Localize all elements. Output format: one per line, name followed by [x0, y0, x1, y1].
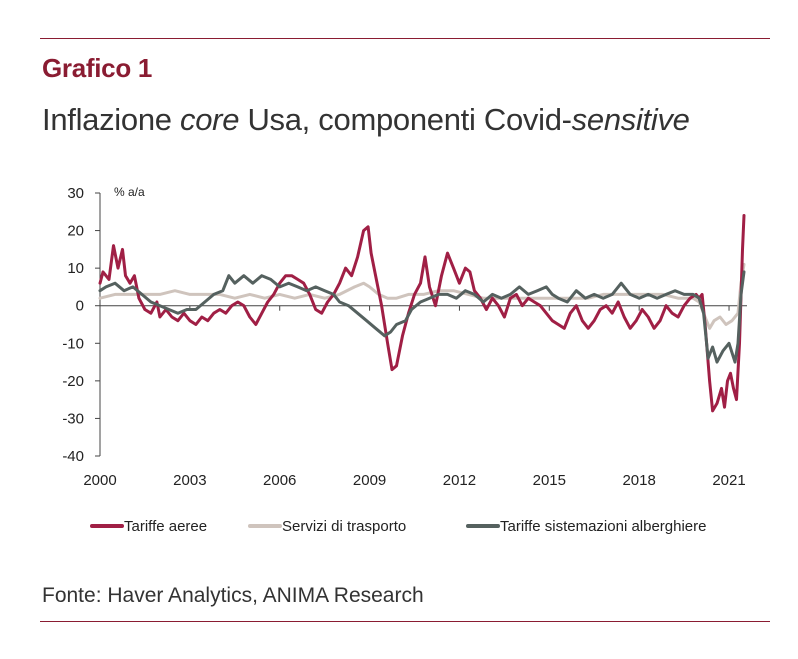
y-tick-label: -40 [62, 448, 84, 465]
title-part-1: Inflazione [42, 102, 181, 137]
y-tick-label: -20 [62, 373, 84, 390]
line-chart: 30 20 10 0 -10 -20 -30 -40 2000 2003 2006 2009 2012… [62, 185, 747, 535]
series-line-0 [98, 214, 746, 413]
y-axis: 30 20 10 0 -10 -20 -30 -40 [62, 185, 101, 465]
legend-label-0: Tariffe aeree [124, 518, 207, 535]
y-tick-label: 10 [67, 260, 84, 277]
x-tick-label: 2018 [622, 472, 655, 489]
unit-label: % a/a [114, 185, 145, 199]
bottom-rule [40, 621, 770, 622]
x-axis: 2000 2003 2006 2009 2012 2015 2018 2021 [83, 305, 747, 489]
source-note: Fonte: Haver Analytics, ANIMA Research [42, 584, 424, 607]
top-rule [40, 38, 770, 39]
title-part-2: core [180, 102, 240, 137]
x-tick-label: 2012 [443, 472, 476, 489]
y-tick-label: 20 [67, 223, 84, 240]
chart-title: Inflazione core Usa, componenti Covid-se… [42, 102, 690, 138]
x-tick-label: 2015 [533, 472, 566, 489]
title-part-4: sensitive [571, 102, 690, 137]
series-line-2 [98, 270, 746, 364]
y-tick-label: 0 [76, 298, 84, 315]
x-tick-label: 2006 [263, 472, 296, 489]
x-tick-label: 2009 [353, 472, 386, 489]
legend-label-2: Tariffe sistemazioni alberghiere [500, 518, 707, 535]
legend-label-1: Servizi di trasporto [282, 518, 406, 535]
y-tick-label: 30 [67, 185, 84, 202]
series-layer [98, 214, 746, 413]
x-tick-label: 2003 [173, 472, 206, 489]
x-tick-label: 2000 [83, 472, 116, 489]
figure-label: Grafico 1 [42, 53, 153, 83]
y-tick-label: -10 [62, 335, 84, 352]
y-tick-label: -30 [62, 410, 84, 427]
legend: Tariffe aeree Servizi di trasporto Tariffe… [90, 518, 707, 535]
x-tick-label: 2021 [712, 472, 745, 489]
title-part-3: Usa, componenti Covid- [239, 102, 572, 137]
